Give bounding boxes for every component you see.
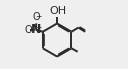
Text: −: − — [35, 12, 42, 21]
Text: +: + — [35, 23, 42, 32]
Text: O: O — [32, 12, 40, 22]
Text: OH: OH — [49, 6, 66, 16]
Text: O: O — [25, 25, 32, 35]
Text: N: N — [31, 23, 41, 36]
